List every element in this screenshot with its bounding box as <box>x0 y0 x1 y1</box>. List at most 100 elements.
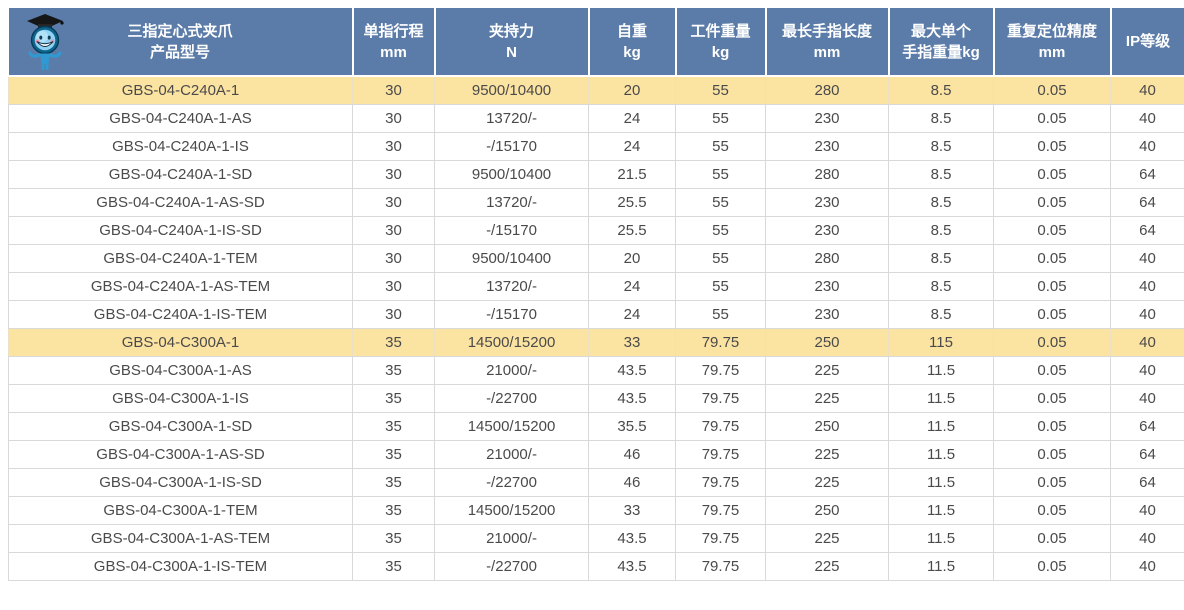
cell-grip-force: 13720/- <box>434 188 589 217</box>
cell-workpiece-weight: 79.75 <box>675 468 766 497</box>
header-workpiece-weight-line2: kg <box>711 43 730 61</box>
table-row: GBS-04-C240A-1-IS-SD 30 -/15170 25.5 55 230 8.… <box>8 216 1184 245</box>
cell-stroke: 35 <box>352 468 435 497</box>
cell-finger-length: 280 <box>765 160 889 189</box>
cell-finger-length: 250 <box>765 496 889 525</box>
cell-finger-weight: 8.5 <box>888 104 994 133</box>
cell-workpiece-weight: 55 <box>675 244 766 273</box>
cell-finger-length: 230 <box>765 188 889 217</box>
cell-workpiece-weight: 79.75 <box>675 412 766 441</box>
cell-self-weight: 20 <box>588 244 676 273</box>
cell-model: GBS-04-C300A-1-AS-SD <box>8 440 353 469</box>
cell-stroke: 30 <box>352 272 435 301</box>
table-row: GBS-04-C300A-1-AS 35 21000/- 43.5 79.75 225 11… <box>8 356 1184 385</box>
cell-grip-force: 14500/15200 <box>434 496 589 525</box>
header-workpiece-weight: 工件重量 kg <box>674 8 766 77</box>
cell-self-weight: 43.5 <box>588 552 676 581</box>
cell-workpiece-weight: 55 <box>675 132 766 161</box>
header-grip-force-line1: 夹持力 <box>488 22 534 40</box>
cell-grip-force: 9500/10400 <box>434 160 589 189</box>
cell-grip-force: -/22700 <box>434 552 589 581</box>
header-ip-rating: IP等级 <box>1109 8 1184 77</box>
cell-self-weight: 24 <box>588 272 676 301</box>
cell-precision: 0.05 <box>993 524 1111 553</box>
cell-finger-length: 225 <box>765 384 889 413</box>
cell-finger-length: 250 <box>765 412 889 441</box>
cell-ip-rating: 40 <box>1110 328 1184 357</box>
cell-finger-weight: 8.5 <box>888 188 994 217</box>
cell-grip-force: 13720/- <box>434 272 589 301</box>
table-row: GBS-04-C300A-1-IS 35 -/22700 43.5 79.75 225 11… <box>8 384 1184 413</box>
cell-workpiece-weight: 79.75 <box>675 552 766 581</box>
table-row: GBS-04-C240A-1-TEM 30 9500/10400 20 55 280 8.5… <box>8 244 1184 273</box>
cell-precision: 0.05 <box>993 132 1111 161</box>
cell-self-weight: 24 <box>588 104 676 133</box>
cell-self-weight: 33 <box>588 496 676 525</box>
cell-finger-weight: 8.5 <box>888 160 994 189</box>
cell-grip-force: 9500/10400 <box>434 75 589 105</box>
cell-ip-rating: 40 <box>1110 552 1184 581</box>
cell-grip-force: 14500/15200 <box>434 412 589 441</box>
cell-stroke: 35 <box>352 552 435 581</box>
gripper-spec-table: 三指定心式夹爪 产品型号 单指行程 mm 夹持力 N 自重 kg 工件重量 <box>8 8 1184 581</box>
cell-precision: 0.05 <box>993 104 1111 133</box>
cell-self-weight: 35.5 <box>588 412 676 441</box>
cell-finger-length: 280 <box>765 244 889 273</box>
cell-model: GBS-04-C300A-1-TEM <box>8 496 353 525</box>
header-ip-rating-line1: IP等级 <box>1125 33 1171 50</box>
header-model-line1: 三指定心式夹爪 <box>127 22 233 40</box>
cell-model: GBS-04-C300A-1-IS-SD <box>8 468 353 497</box>
cell-finger-weight: 11.5 <box>888 468 994 497</box>
table-header: 三指定心式夹爪 产品型号 单指行程 mm 夹持力 N 自重 kg 工件重量 <box>8 8 1184 77</box>
cell-workpiece-weight: 79.75 <box>675 524 766 553</box>
cell-precision: 0.05 <box>993 188 1111 217</box>
cell-self-weight: 46 <box>588 468 676 497</box>
cell-model: GBS-04-C240A-1-IS <box>8 132 353 161</box>
cell-model: GBS-04-C240A-1-TEM <box>8 244 353 273</box>
cell-finger-weight: 11.5 <box>888 524 994 553</box>
cell-precision: 0.05 <box>993 75 1111 105</box>
cell-self-weight: 43.5 <box>588 384 676 413</box>
cell-precision: 0.05 <box>993 412 1111 441</box>
cell-ip-rating: 64 <box>1110 468 1184 497</box>
table-row: GBS-04-C300A-1-IS-SD 35 -/22700 46 79.75 225 1… <box>8 468 1184 497</box>
cell-finger-weight: 8.5 <box>888 132 994 161</box>
table-row: GBS-04-C240A-1-SD 30 9500/10400 21.5 55 280 8.… <box>8 160 1184 189</box>
cell-ip-rating: 40 <box>1110 384 1184 413</box>
header-grip-force: 夹持力 N <box>433 8 589 77</box>
cell-grip-force: -/22700 <box>434 468 589 497</box>
table-row: GBS-04-C300A-1 35 14500/15200 33 79.75 250 115… <box>8 328 1184 357</box>
cell-finger-weight: 11.5 <box>888 412 994 441</box>
header-finger-length-line2: mm <box>813 43 841 61</box>
cell-finger-weight: 8.5 <box>888 272 994 301</box>
cell-finger-length: 230 <box>765 272 889 301</box>
header-precision: 重复定位精度 mm <box>992 8 1111 77</box>
table-row: GBS-04-C300A-1-AS-SD 35 21000/- 46 79.75 225 1… <box>8 440 1184 469</box>
cell-stroke: 35 <box>352 496 435 525</box>
cell-ip-rating: 64 <box>1110 412 1184 441</box>
cell-finger-length: 230 <box>765 132 889 161</box>
cell-ip-rating: 64 <box>1110 216 1184 245</box>
cell-finger-weight: 11.5 <box>888 356 994 385</box>
header-self-weight-line2: kg <box>623 43 641 61</box>
cell-ip-rating: 40 <box>1110 300 1184 329</box>
cell-model: GBS-04-C240A-1-IS-TEM <box>8 300 353 329</box>
cell-precision: 0.05 <box>993 384 1111 413</box>
header-model: 三指定心式夹爪 产品型号 <box>8 8 353 77</box>
cell-finger-weight: 115 <box>888 328 994 357</box>
cell-workpiece-weight: 55 <box>675 216 766 245</box>
cell-stroke: 30 <box>352 160 435 189</box>
cell-precision: 0.05 <box>993 496 1111 525</box>
cell-ip-rating: 64 <box>1110 160 1184 189</box>
header-finger-length: 最长手指长度 mm <box>764 8 889 77</box>
mascot-graduate-icon <box>19 13 71 71</box>
cell-precision: 0.05 <box>993 328 1111 357</box>
cell-ip-rating: 40 <box>1110 272 1184 301</box>
table-body: GBS-04-C240A-1 30 9500/10400 20 55 280 8.5 0.05… <box>8 75 1184 581</box>
cell-workpiece-weight: 55 <box>675 188 766 217</box>
cell-precision: 0.05 <box>993 216 1111 245</box>
cell-self-weight: 43.5 <box>588 356 676 385</box>
table-row: GBS-04-C240A-1-IS-TEM 30 -/15170 24 55 230 8.5… <box>8 300 1184 329</box>
cell-grip-force: 14500/15200 <box>434 328 589 357</box>
